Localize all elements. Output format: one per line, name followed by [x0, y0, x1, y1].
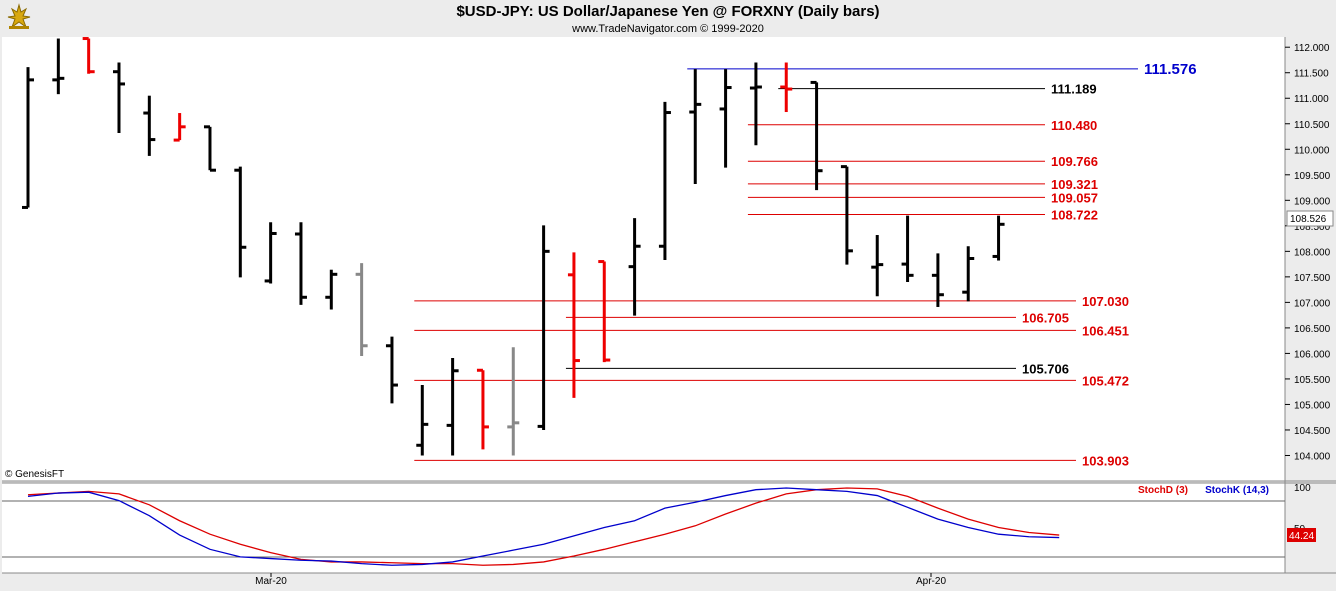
price-tick-label: 111.500 [1294, 69, 1329, 80]
price-tick-label: 108.500 [1294, 222, 1331, 233]
stochd-legend: StochD (3) [1138, 485, 1188, 496]
stochk-line [27, 487, 1060, 566]
ohlc-bar [22, 67, 34, 209]
price-bars [22, 37, 1005, 456]
ohlc-bar [476, 368, 489, 450]
ohlc-bar [203, 125, 216, 172]
ohlc-bar [962, 246, 975, 302]
price-tick-label: 110.500 [1294, 120, 1330, 131]
level-label: 106.451 [1082, 323, 1129, 338]
level-label: 106.705 [1022, 310, 1069, 325]
ohlc-bar [446, 358, 459, 456]
price-tick-label: 105.000 [1294, 400, 1331, 411]
ohlc-bar [567, 252, 580, 398]
price-plot-area [2, 37, 1285, 481]
price-tick-label: 109.000 [1294, 196, 1331, 207]
price-tick-label: 106.000 [1294, 349, 1331, 360]
ohlc-bar [82, 37, 95, 74]
price-tick-label: 111.000 [1294, 94, 1329, 105]
ohlc-bar [719, 69, 732, 168]
price-tick-label: 106.500 [1294, 324, 1331, 335]
price-tick-label: 107.000 [1294, 298, 1331, 309]
ohlc-bar [749, 62, 762, 146]
ohlc-bar [264, 222, 277, 284]
ohlc-bar [325, 269, 338, 310]
last-price-box [1286, 210, 1334, 227]
ohlc-bar [901, 215, 914, 282]
level-lines: 111.576 111.189 110.480 109.766 109.321109.0… [414, 61, 1197, 468]
ohlc-bar [416, 385, 429, 456]
level-label: 105.706 [1022, 361, 1069, 376]
price-tick-label: 108.000 [1294, 247, 1331, 258]
ohlc-bar [294, 222, 307, 305]
price-tick-label: 104.500 [1294, 426, 1331, 437]
price-tick-label: 109.500 [1294, 171, 1331, 182]
ohlc-bar [385, 336, 398, 404]
ohlc-bar [355, 263, 368, 356]
ohlc-bar [598, 260, 611, 363]
ohlc-bar [537, 225, 550, 430]
ohlc-bar [658, 101, 671, 261]
price-tick-label: 104.000 [1294, 451, 1331, 462]
price-tick-label: 105.500 [1294, 375, 1331, 386]
ohlc-bar [628, 218, 641, 316]
ohlc-bar [871, 235, 884, 297]
price-tick-label: 107.500 [1294, 273, 1331, 284]
time-tick-label: Mar-20 [255, 576, 287, 587]
ohlc-bar [52, 38, 65, 95]
chart-subtitle: www.TradeNavigator.com © 1999-2020 [572, 23, 764, 35]
ohlc-bar [840, 165, 853, 265]
ohlc-bar [992, 215, 1005, 261]
last-price-label: 108.526 [1290, 214, 1327, 225]
ohlc-bar [810, 80, 823, 191]
stochd-line [27, 487, 1060, 566]
ohlc-bar [234, 166, 247, 278]
ohlc-bar [507, 347, 520, 456]
chart-title: $USD-JPY: US Dollar/Japanese Yen @ FORXN… [456, 3, 880, 20]
ohlc-bar [143, 95, 156, 156]
ohlc-bar [173, 113, 186, 142]
ohlc-bar [689, 69, 702, 184]
ohlc-bar [112, 62, 125, 133]
level-label: 105.472 [1082, 373, 1129, 388]
last-stoch-box [1287, 528, 1316, 542]
level-label: 111.576 [1144, 61, 1197, 78]
price-axis-panel [1285, 37, 1336, 481]
indicator-tick-100: 100 [1294, 483, 1311, 494]
level-label: 109.321 [1051, 177, 1098, 192]
price-tick-label: 112.000 [1294, 43, 1330, 54]
ohlc-bar [780, 62, 793, 113]
level-label: 110.480 [1051, 118, 1097, 133]
copyright-label: © GenesisFT [5, 469, 64, 480]
price-axis: 112.000 111.500 111.000 110.500 110.000 109.5… [1285, 43, 1331, 462]
stochk-legend: StochK (14,3) [1205, 485, 1269, 496]
last-stoch-label: 44.24 [1289, 531, 1314, 542]
level-label: 107.030 [1082, 294, 1129, 309]
stochastic-panel [2, 487, 1285, 566]
time-tick-label: Apr-20 [916, 576, 946, 587]
genesis-logo-icon [7, 3, 31, 29]
level-label: 111.189 [1051, 82, 1097, 97]
ohlc-bar [931, 253, 944, 307]
time-axis: Mar-20 Apr-20 [255, 573, 946, 587]
level-label: 108.722 [1051, 207, 1098, 222]
level-label: 103.903 [1082, 453, 1129, 468]
level-label: 109.057 [1051, 190, 1098, 205]
indicator-plot-area [2, 483, 1285, 573]
price-tick-label: 110.000 [1294, 145, 1330, 156]
level-label: 109.766 [1051, 154, 1098, 169]
